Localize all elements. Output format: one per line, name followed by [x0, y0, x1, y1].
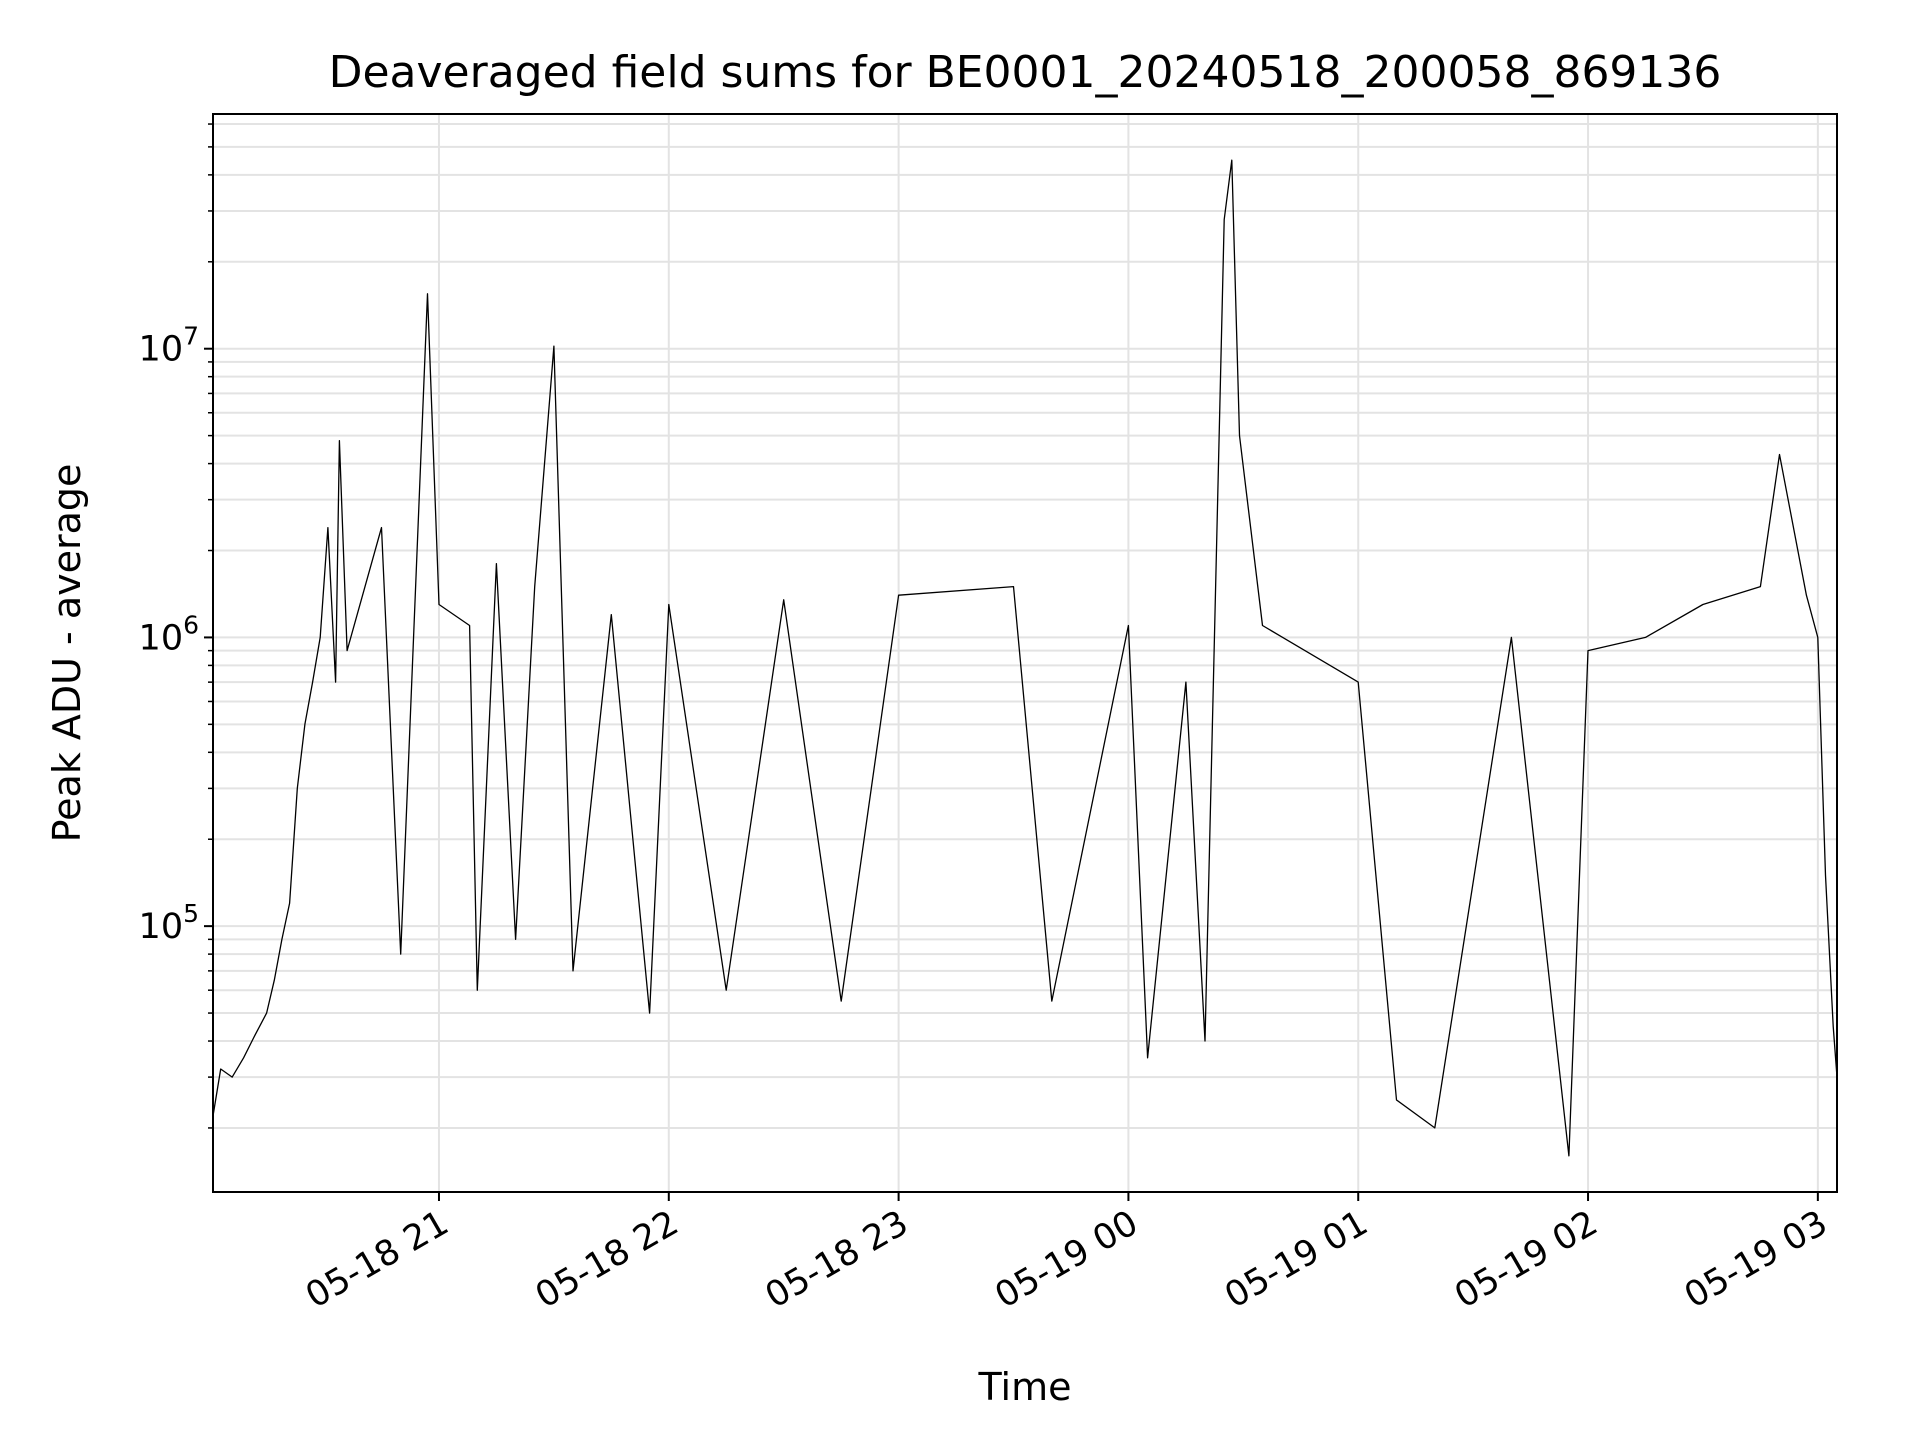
plot-frame — [212, 113, 1838, 1193]
y-axis-label: Peak ADU - average — [45, 464, 89, 843]
y-tick-label: 107 — [139, 322, 199, 370]
y-axis: 105 106 107 — [139, 123, 213, 1129]
grid — [213, 114, 1837, 1192]
x-axis-label: Time — [978, 1365, 1072, 1409]
y-tick-label: 105 — [139, 899, 199, 947]
chart-title: Deaveraged field sums for BE0001_2024051… — [329, 47, 1722, 98]
y-tick-label: 106 — [139, 610, 199, 658]
series-line — [212, 159, 1838, 1157]
